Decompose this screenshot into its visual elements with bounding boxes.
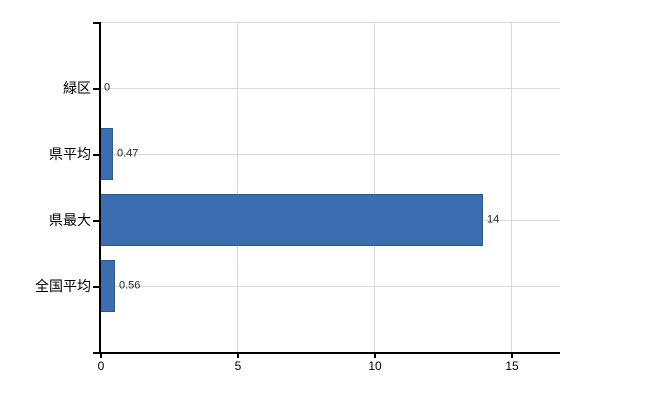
x-tick-label: 15 bbox=[505, 359, 519, 373]
y-axis bbox=[99, 22, 101, 353]
x-gridline bbox=[374, 22, 375, 352]
x-tick bbox=[374, 352, 376, 358]
bar bbox=[100, 128, 113, 180]
category-label: 県最大 bbox=[49, 212, 91, 228]
x-tick bbox=[237, 352, 239, 358]
category-gridline bbox=[100, 88, 560, 89]
x-tick bbox=[100, 352, 102, 358]
category-gridline bbox=[100, 154, 560, 155]
value-label: 0 bbox=[104, 81, 111, 94]
x-tick-label: 10 bbox=[368, 359, 382, 373]
value-label: 14 bbox=[487, 213, 500, 226]
y-tick bbox=[93, 88, 100, 90]
x-tick-label: 5 bbox=[234, 359, 242, 373]
value-label: 0.56 bbox=[119, 279, 141, 292]
bar bbox=[100, 260, 115, 312]
bar bbox=[100, 194, 483, 246]
y-tick bbox=[93, 154, 100, 156]
y-tick bbox=[93, 352, 100, 354]
y-tick bbox=[93, 220, 100, 222]
x-tick-label: 0 bbox=[97, 359, 105, 373]
plot-top-gridline bbox=[100, 22, 560, 23]
category-label: 緑区 bbox=[63, 80, 91, 96]
value-label: 0.47 bbox=[117, 147, 139, 160]
category-label: 全国平均 bbox=[35, 278, 91, 294]
y-tick bbox=[93, 286, 100, 288]
y-tick bbox=[93, 22, 100, 24]
x-gridline bbox=[511, 22, 512, 352]
category-label: 県平均 bbox=[49, 146, 91, 162]
x-axis bbox=[100, 352, 560, 354]
x-gridline bbox=[237, 22, 238, 352]
category-gridline bbox=[100, 286, 560, 287]
x-tick bbox=[511, 352, 513, 358]
